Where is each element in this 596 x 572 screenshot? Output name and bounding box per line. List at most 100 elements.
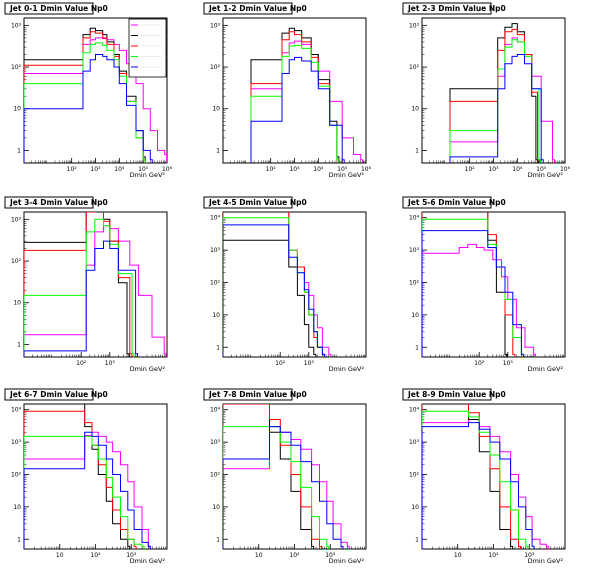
- x-tick-label: 10⁴: [313, 166, 324, 173]
- x-tick-label: 10³: [325, 552, 336, 559]
- x-tick-label: 10²: [76, 360, 87, 367]
- legend-box: [128, 18, 167, 78]
- histogram-series-5: [223, 224, 325, 357]
- y-tick-label: 10: [212, 106, 220, 113]
- y-tick-label: 10³: [210, 439, 221, 446]
- y-tick-label: 10: [13, 106, 21, 113]
- x-tick-label: 10⁴: [512, 166, 523, 173]
- x-tick-label: 10⁵: [337, 166, 348, 173]
- plot-frame: [222, 403, 367, 550]
- chart-title: Jet 8-9 Dmin Value Np0: [407, 390, 506, 399]
- title-box: [402, 196, 492, 209]
- x-tick-label: 10⁶: [560, 166, 571, 173]
- x-axis-label: Dmin GeV²: [528, 365, 564, 373]
- x-axis-label: Dmin GeV²: [130, 171, 166, 179]
- x-tick-label: 10³: [105, 360, 116, 367]
- plot-frame: [222, 17, 367, 164]
- histogram-series-5: [422, 422, 535, 549]
- y-tick-label: 10²: [409, 64, 420, 71]
- x-tick-label: 10³: [503, 360, 514, 367]
- title-box: [4, 196, 94, 209]
- x-tick-label: 10: [255, 552, 263, 559]
- y-tick-label: 10⁴: [11, 407, 22, 414]
- title-box: [203, 196, 293, 209]
- y-tick-label: 10³: [409, 439, 420, 446]
- x-tick-label: 10²: [474, 360, 485, 367]
- y-tick-label: 10: [411, 312, 419, 319]
- chart-title: Jet 2-3 Dmin Value Np0: [407, 4, 506, 13]
- y-tick-label: 1: [17, 147, 21, 154]
- chart-title: Jet 4-5 Dmin Value Np0: [208, 198, 307, 207]
- y-tick-label: 1: [415, 147, 419, 154]
- panel-3: Jet 2-3 Dmin Value Np0 1 10 10² 10³ 10² 10³ 10⁴…: [402, 2, 571, 179]
- y-tick-label: 10²: [210, 64, 221, 71]
- y-tick-label: 10³: [409, 22, 420, 29]
- histogram-series-1: [422, 243, 537, 357]
- x-tick-label: 10³: [488, 166, 499, 173]
- title-box: [4, 388, 94, 401]
- y-tick-label: 10⁴: [210, 407, 221, 414]
- x-tick-label: 10: [454, 552, 462, 559]
- y-tick-label: 10³: [11, 22, 22, 29]
- chart-title: Jet 6-7 Dmin Value Np0: [9, 390, 108, 399]
- histogram-series-3: [422, 404, 521, 549]
- chart-title: Jet 5-6 Dmin Value Np0: [407, 198, 506, 207]
- y-tick-label: 10: [13, 300, 21, 307]
- y-tick-label: 10: [212, 312, 220, 319]
- histogram-series-5: [250, 56, 345, 163]
- x-tick-label: 10⁴: [114, 166, 125, 173]
- y-tick-label: 10³: [11, 216, 22, 223]
- panel-2: Jet 1-2 Dmin Value Np0 1 10 10² 10³ 10² 10³ 10⁴…: [203, 2, 372, 179]
- x-tick-label: 10²: [465, 166, 476, 173]
- panel-1: Jet 0-1 Dmin Value Np0 1 10 10² 10³ 10² 10³ 10⁴…: [4, 2, 173, 179]
- x-tick-label: 10³: [289, 166, 300, 173]
- panel-7: Jet 6-7 Dmin Value Np0 1 10 10² 10³ 10⁴ 10 10² 1…: [4, 388, 168, 565]
- y-tick-label: 10³: [409, 247, 420, 254]
- plot-frame: [421, 17, 566, 164]
- y-tick-label: 10³: [210, 247, 221, 254]
- y-tick-label: 10²: [11, 471, 22, 478]
- y-tick-label: 10: [411, 504, 419, 511]
- title-box: [203, 388, 293, 401]
- y-tick-label: 1: [415, 536, 419, 543]
- plot-frame: [421, 211, 566, 358]
- chart-title: Jet 3-4 Dmin Value Np0: [9, 198, 108, 207]
- x-tick-label: 10³: [126, 552, 137, 559]
- y-tick-label: 1: [17, 341, 21, 348]
- y-tick-label: 10³: [210, 22, 221, 29]
- y-tick-label: 10²: [11, 64, 22, 71]
- x-tick-label: 10⁵: [536, 166, 547, 173]
- x-tick-label: 10²: [67, 166, 78, 173]
- y-tick-label: 10²: [409, 471, 420, 478]
- histogram-series-5: [449, 54, 544, 163]
- y-tick-label: 1: [216, 344, 220, 351]
- x-tick-label: 10⁵: [138, 166, 149, 173]
- x-axis-label: Dmin GeV²: [528, 557, 564, 565]
- panel-6: Jet 5-6 Dmin Value Np0 1 10 10² 10³ 10⁴ 10² 10³…: [402, 196, 566, 373]
- x-axis-label: Dmin GeV²: [329, 171, 365, 179]
- y-tick-label: 10⁴: [409, 407, 420, 414]
- plot-frame: [421, 403, 566, 550]
- plot-frame: [23, 403, 168, 550]
- x-tick-label: 10³: [90, 166, 101, 173]
- y-tick-label: 1: [415, 344, 419, 351]
- y-tick-label: 10²: [210, 279, 221, 286]
- histogram-series-4: [24, 435, 145, 549]
- histogram-series-5: [422, 230, 524, 357]
- panel-9: Jet 8-9 Dmin Value Np0 1 10 10² 10³ 10⁴ 10 10² 1…: [402, 388, 566, 565]
- chart-title: Jet 7-8 Dmin Value Np0: [208, 390, 307, 399]
- x-tick-label: 10: [56, 552, 64, 559]
- x-tick-label: 10⁶: [361, 166, 372, 173]
- histogram-series-3: [223, 404, 322, 549]
- x-axis-label: Dmin GeV²: [528, 171, 564, 179]
- y-tick-label: 10: [411, 106, 419, 113]
- x-axis-label: Dmin GeV²: [130, 557, 166, 565]
- chart-title: Jet 1-2 Dmin Value Np0: [208, 4, 307, 13]
- plot-frame: [222, 211, 367, 358]
- y-tick-label: 10³: [11, 439, 22, 446]
- histogram-series-4: [24, 42, 146, 163]
- panel-8: Jet 7-8 Dmin Value Np0 1 10 10² 10³ 10⁴ 10 10² 1…: [203, 388, 367, 565]
- y-tick-label: 10²: [11, 258, 22, 265]
- title-box: [203, 2, 293, 15]
